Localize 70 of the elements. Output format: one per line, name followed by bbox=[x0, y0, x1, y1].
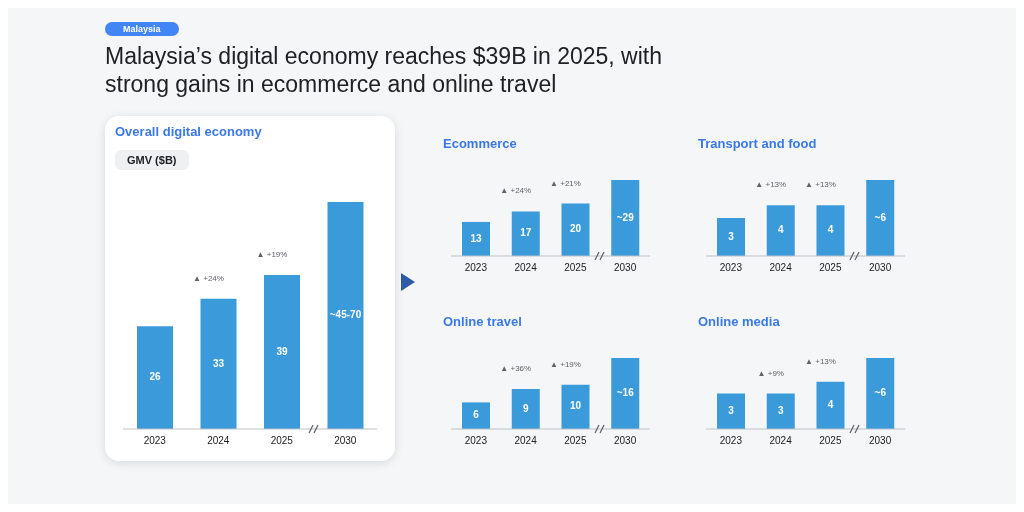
bar bbox=[264, 275, 300, 429]
x-tick-label: 2024 bbox=[207, 435, 230, 447]
data-label: 4 bbox=[827, 398, 834, 410]
data-label: 3 bbox=[777, 404, 784, 416]
data-label: 3 bbox=[728, 230, 735, 242]
data-label: ~16 bbox=[616, 387, 635, 399]
y-axis-title: GMV ($B) bbox=[115, 150, 189, 170]
bar bbox=[327, 202, 364, 429]
data-label: 3 bbox=[728, 404, 735, 416]
bar bbox=[561, 203, 590, 256]
bar bbox=[611, 358, 640, 429]
annotation: ▲ +36% bbox=[500, 364, 532, 374]
x-tick-label: 2023 bbox=[464, 262, 488, 274]
x-tick-label: 2024 bbox=[769, 435, 793, 447]
chart-title: Online media bbox=[698, 314, 780, 329]
annotation: ▲ +9% bbox=[757, 368, 784, 378]
data-label: 13 bbox=[470, 232, 482, 244]
bar bbox=[561, 384, 590, 429]
data-label: ~29 bbox=[616, 211, 635, 223]
text: Malaysia bbox=[105, 22, 179, 36]
data-label: 4 bbox=[827, 224, 834, 236]
x-tick-label: 2030 bbox=[869, 435, 892, 447]
annotation: ▲ +24% bbox=[193, 273, 224, 283]
bar bbox=[511, 389, 540, 429]
data-label: 20 bbox=[569, 223, 582, 235]
data-label: ~6 bbox=[874, 211, 887, 223]
x-tick-label: 2023 bbox=[464, 435, 488, 447]
x-tick-label: 2024 bbox=[769, 262, 793, 274]
data-label: ~6 bbox=[874, 387, 887, 399]
x-tick-label: 2023 bbox=[143, 435, 167, 447]
bar bbox=[611, 180, 640, 256]
chart-title: Overall digital economy bbox=[115, 124, 262, 139]
data-label: 26 bbox=[149, 371, 161, 383]
bar bbox=[511, 211, 540, 256]
x-tick-label: 2023 bbox=[719, 435, 743, 447]
x-tick-label: 2025 bbox=[564, 262, 587, 274]
data-label: 33 bbox=[212, 357, 225, 369]
x-tick-label: 2025 bbox=[819, 435, 842, 447]
annotation: ▲ +19% bbox=[256, 250, 288, 260]
bar bbox=[462, 221, 490, 256]
x-tick-label: 2023 bbox=[719, 262, 743, 274]
bar bbox=[462, 402, 490, 429]
x-tick-label: 2025 bbox=[270, 435, 294, 447]
x-tick-label: 2030 bbox=[614, 262, 637, 274]
annotation: ▲ +24% bbox=[500, 186, 532, 196]
x-tick-label: 2024 bbox=[514, 262, 538, 274]
x-tick-label: 2030 bbox=[869, 262, 892, 274]
annotation: ▲ +13% bbox=[805, 356, 836, 366]
x-tick-label: 2025 bbox=[564, 435, 587, 447]
annotation: ▲ +13% bbox=[755, 180, 787, 190]
data-label: ~45-70 bbox=[329, 309, 362, 321]
data-label: 17 bbox=[520, 227, 532, 239]
x-tick-label: 2030 bbox=[614, 435, 637, 447]
chart-title: Online travel bbox=[443, 314, 522, 329]
bar bbox=[137, 326, 173, 429]
annotation: ▲ +19% bbox=[550, 359, 581, 369]
data-label: 10 bbox=[569, 400, 582, 412]
bar bbox=[200, 298, 237, 429]
annotation: ▲ +13% bbox=[805, 180, 836, 190]
x-tick-label: 2025 bbox=[819, 262, 842, 274]
data-label: 4 bbox=[777, 224, 784, 236]
x-tick-label: 2030 bbox=[334, 435, 357, 447]
x-tick-label: 2024 bbox=[514, 435, 538, 447]
data-label: 6 bbox=[473, 409, 480, 421]
annotation: ▲ +21% bbox=[550, 178, 581, 188]
chart-title: Ecommerce bbox=[443, 136, 517, 151]
data-label: 39 bbox=[276, 345, 288, 357]
chart-title: Transport and food bbox=[698, 136, 817, 151]
text: Malaysia’s digital economy reaches $39B in 2025, with strong gains in ecommerce and online travel bbox=[105, 42, 663, 98]
data-label: 9 bbox=[522, 402, 529, 414]
